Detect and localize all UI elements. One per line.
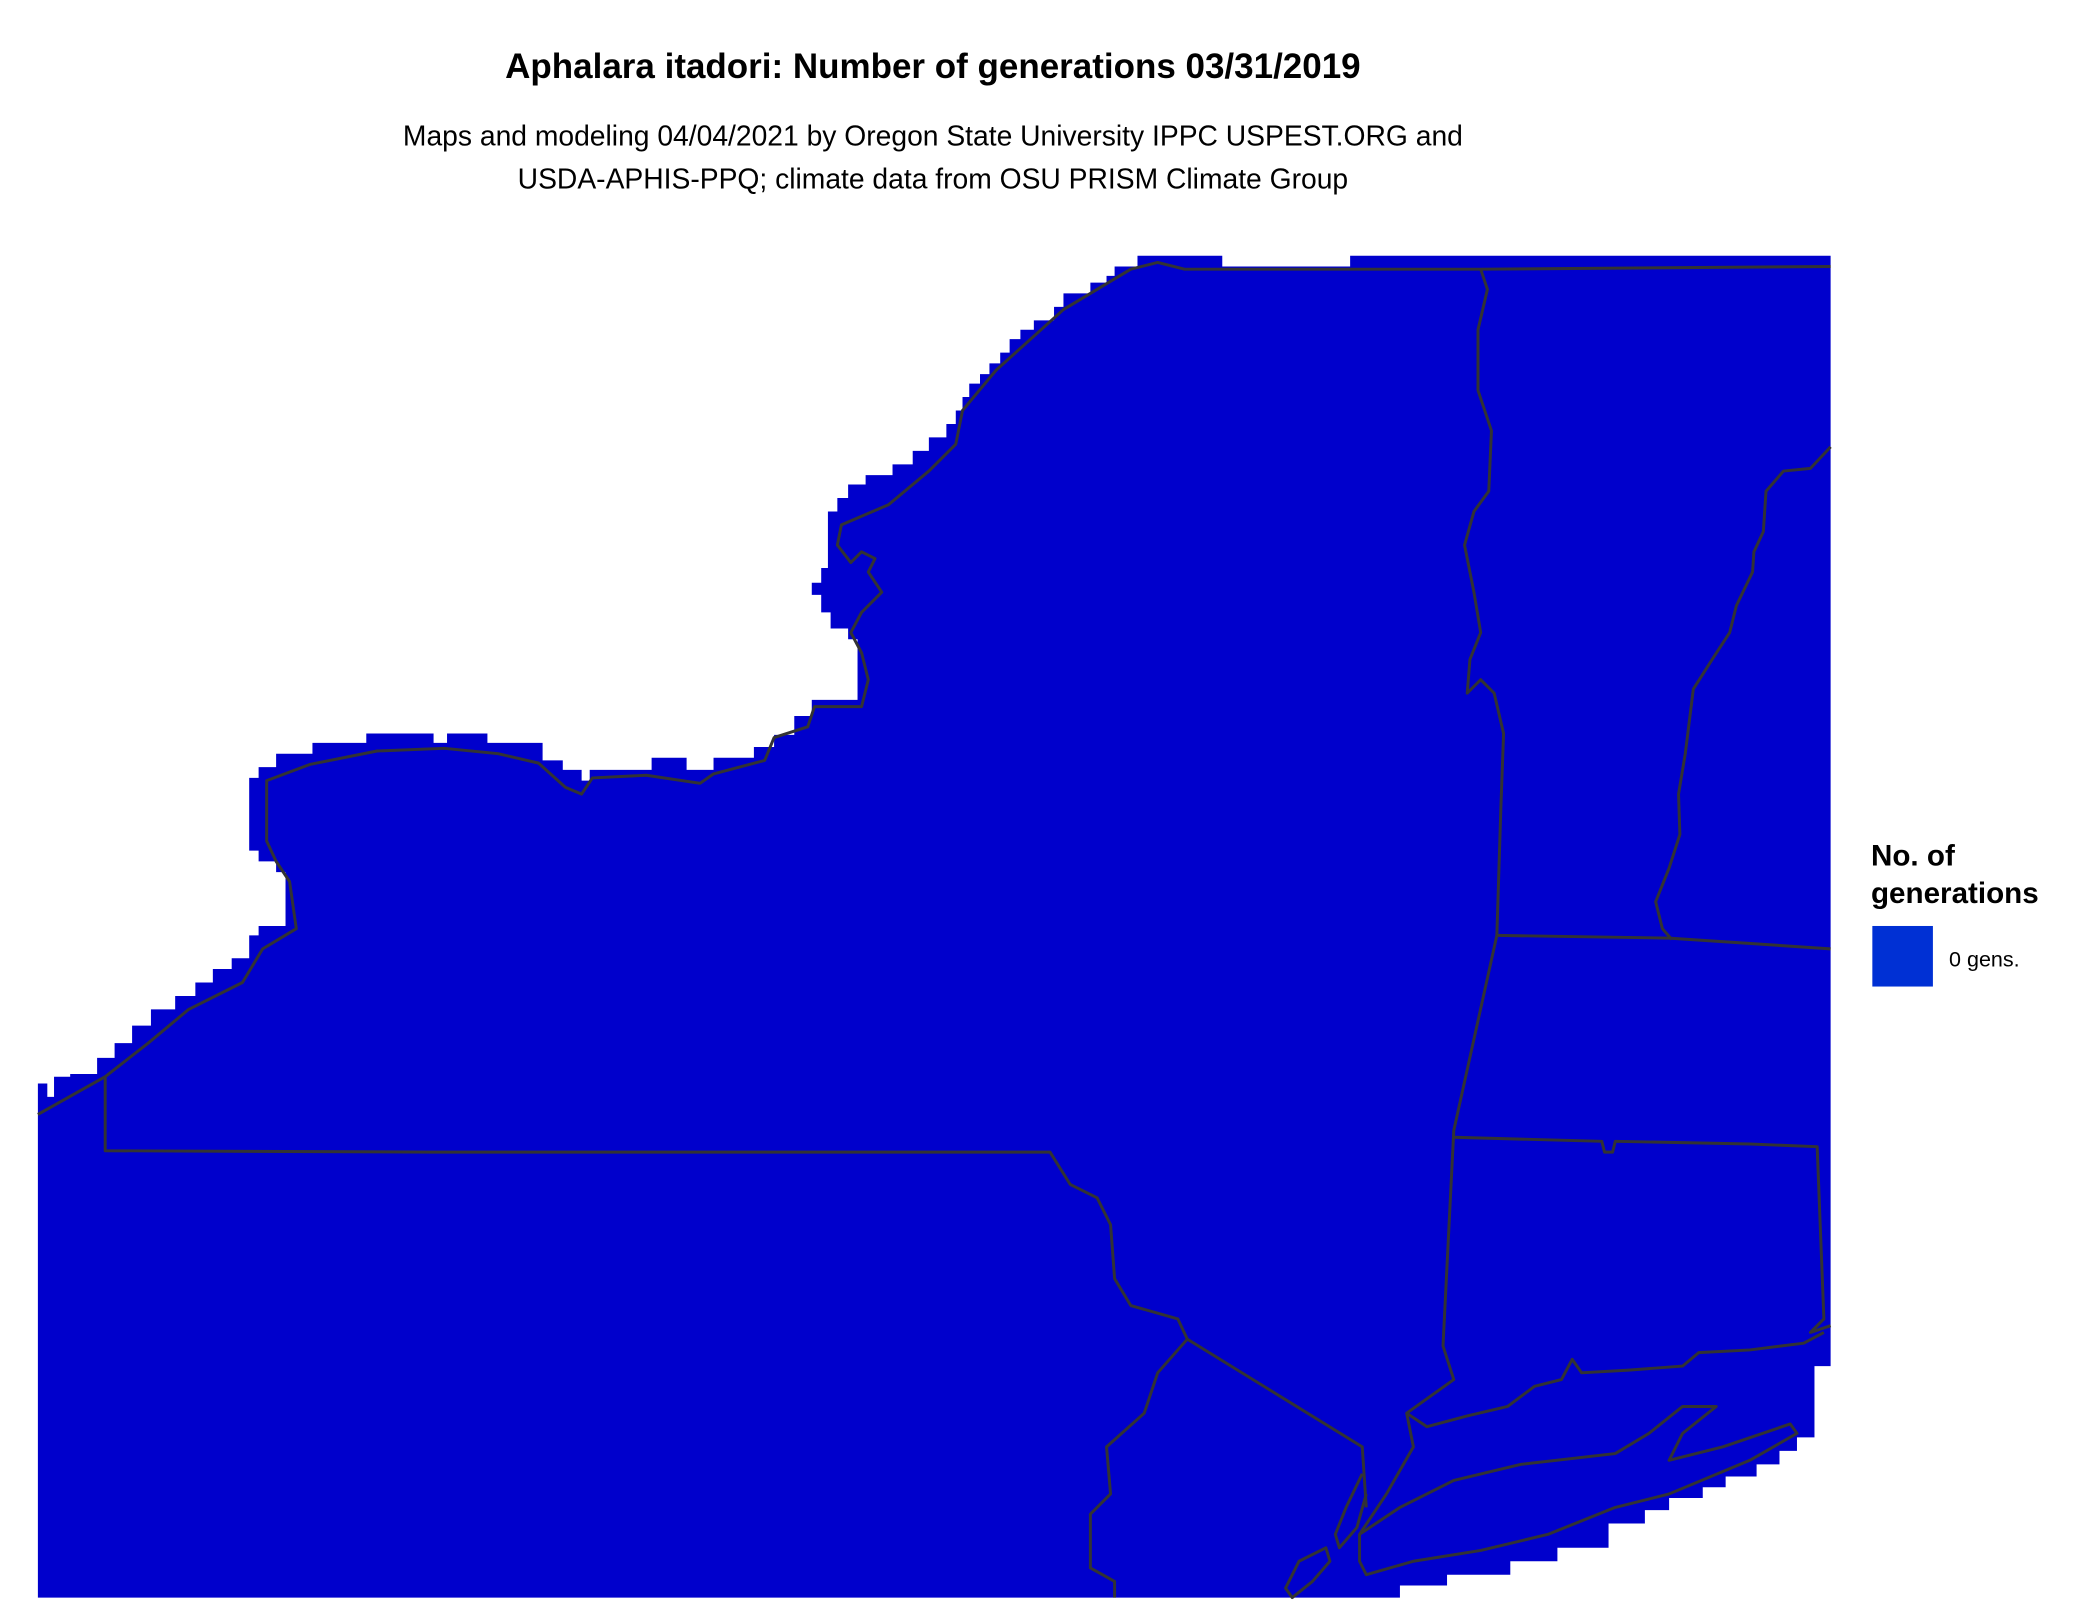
generations-raster-region: [37, 255, 1831, 1598]
vt-nh-border: [1654, 445, 1832, 941]
map-subtitle-line2: USDA-APHIS-PPQ; climate data from OSU PR…: [518, 162, 1348, 194]
legend-title-line2: generations: [1871, 877, 2039, 910]
legend-swatch-0-gens: [1872, 925, 1933, 987]
ma-north-border: [1496, 933, 1831, 951]
ct-coast: [1405, 1331, 1825, 1429]
long-island-outline: [1358, 1404, 1799, 1577]
map-subtitle-line1: Maps and modeling 04/04/2021 by Oregon S…: [403, 119, 1463, 151]
legend: No. of generations 0 gens.: [1871, 839, 2039, 987]
map-title: Aphalara itadori: Number of generations …: [505, 47, 1360, 86]
state-borders: [37, 260, 1832, 1600]
nj-pa-border: [1088, 1338, 1189, 1598]
legend-label-0-gens: 0 gens.: [1949, 947, 2020, 971]
legend-title-line1: No. of: [1871, 839, 1955, 872]
manhattan-staten-outline: [1284, 1473, 1368, 1600]
canada-lakes-border: [37, 260, 1831, 1116]
ny-vt-ma-ct-border: [1358, 268, 1506, 1536]
ma-ct-border: [1453, 1135, 1832, 1334]
